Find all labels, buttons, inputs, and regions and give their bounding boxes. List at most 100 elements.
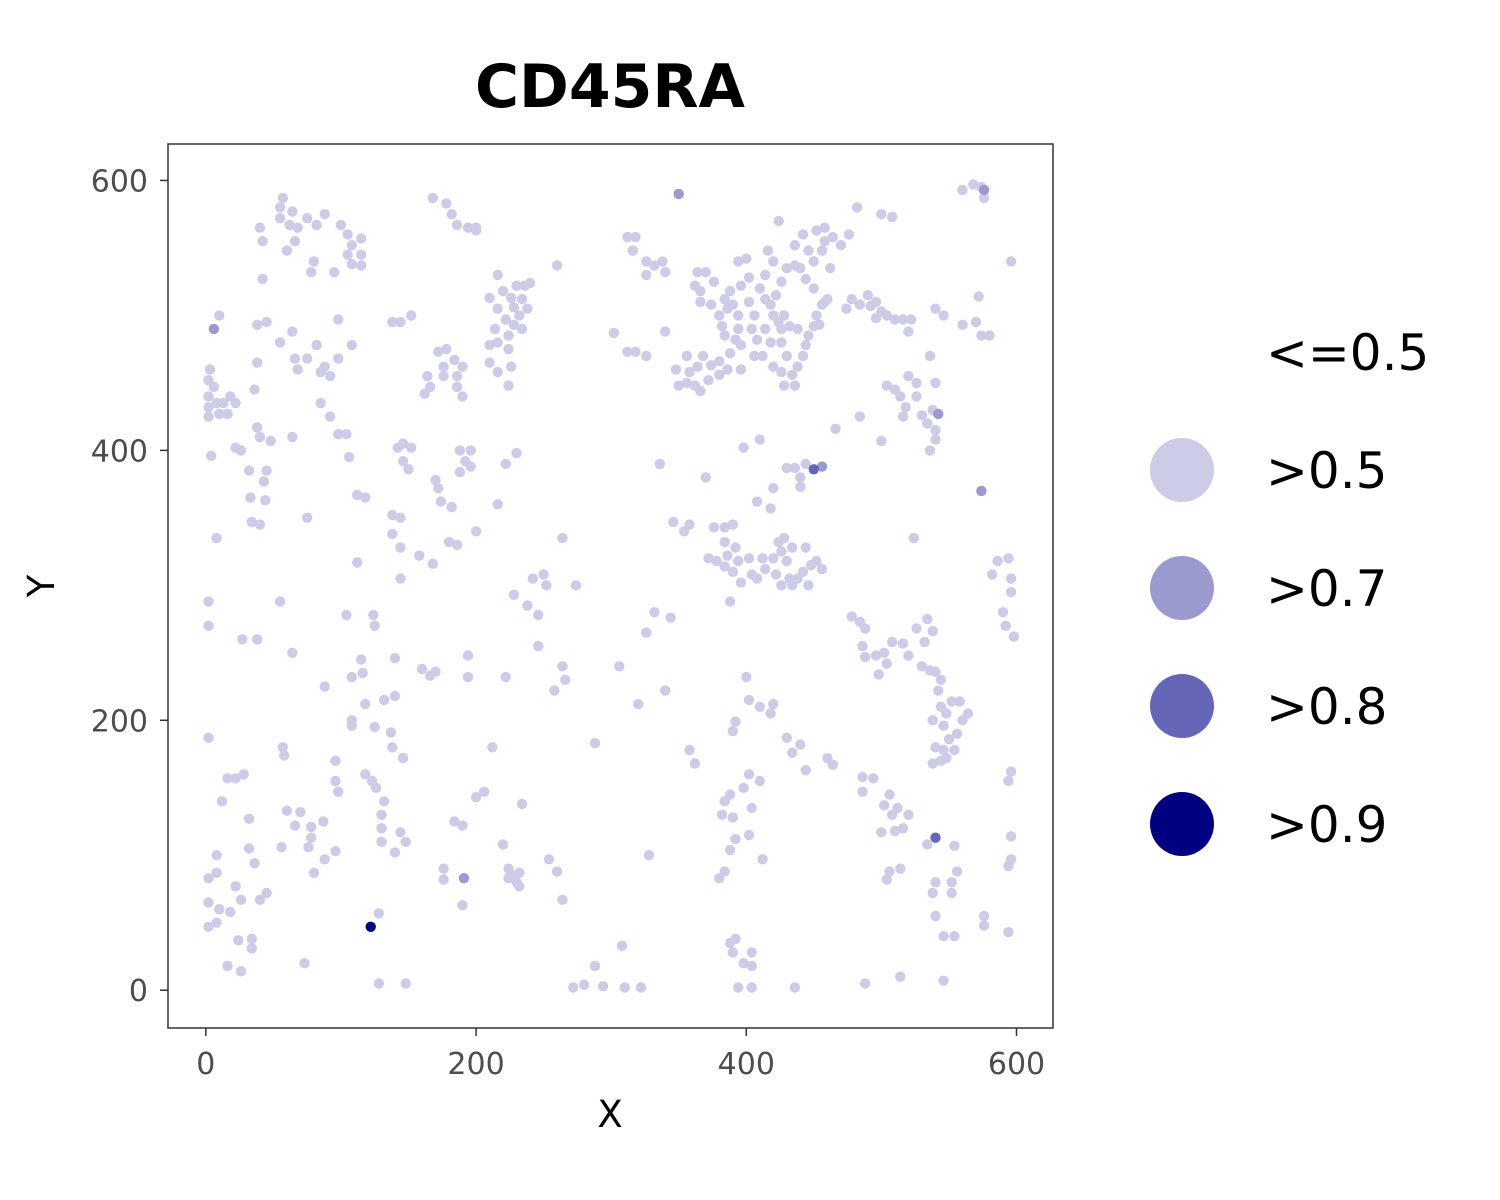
data-point	[887, 636, 898, 648]
data-point	[789, 240, 801, 251]
data-point	[551, 260, 563, 271]
data-point	[570, 580, 582, 591]
data-point	[816, 245, 828, 256]
data-point	[222, 408, 233, 420]
data-point	[608, 327, 620, 339]
data-point	[1008, 631, 1019, 642]
data-point	[233, 935, 244, 946]
data-point	[978, 184, 990, 196]
data-point	[689, 758, 701, 769]
data-point	[216, 796, 228, 807]
data-point	[395, 542, 406, 553]
data-point	[441, 343, 452, 355]
data-point	[369, 620, 380, 631]
y-tick-label: 600	[91, 164, 148, 199]
data-point	[641, 256, 652, 267]
data-point	[819, 222, 830, 233]
data-point	[489, 323, 501, 335]
data-point	[943, 734, 955, 745]
data-point	[204, 364, 216, 375]
data-point	[746, 802, 757, 814]
data-point	[911, 377, 922, 389]
data-point	[406, 310, 417, 321]
data-point	[389, 653, 401, 664]
data-point	[903, 650, 914, 661]
data-point	[324, 411, 336, 422]
data-point	[878, 800, 890, 811]
data-point	[533, 640, 544, 652]
data-point	[360, 698, 371, 710]
legend-label: >0.5	[1266, 442, 1387, 500]
data-point	[681, 350, 692, 362]
data-point	[522, 600, 533, 611]
data-point	[203, 391, 214, 402]
data-point	[211, 867, 222, 878]
data-point	[342, 229, 353, 240]
data-point	[435, 496, 447, 507]
data-point	[514, 867, 525, 878]
data-point	[492, 499, 503, 510]
data-point	[252, 634, 263, 645]
data-point	[946, 887, 957, 899]
data-point	[395, 316, 406, 328]
data-point	[511, 447, 522, 459]
data-point	[299, 958, 310, 969]
data-point	[395, 573, 406, 584]
data-point	[978, 920, 990, 931]
data-point	[681, 377, 692, 389]
data-point	[230, 442, 241, 453]
data-point	[1005, 831, 1017, 842]
data-point	[938, 744, 949, 756]
y-axis: 0 200 400 600	[91, 164, 168, 1009]
data-point	[397, 456, 409, 467]
data-point	[368, 609, 379, 621]
data-point	[427, 192, 438, 204]
data-point	[927, 887, 938, 899]
x-axis: 0 200 400 600	[196, 1028, 1045, 1082]
data-point	[768, 361, 779, 372]
data-point	[946, 877, 957, 888]
data-point	[895, 391, 906, 402]
data-point	[203, 596, 214, 607]
data-point	[649, 607, 660, 618]
data-point	[778, 380, 790, 391]
data-point	[497, 839, 509, 850]
data-point	[311, 219, 322, 231]
data-point	[670, 364, 682, 375]
data-point	[449, 816, 460, 827]
data-point	[597, 981, 609, 992]
data-point	[751, 496, 763, 507]
data-point	[289, 236, 301, 247]
data-point	[352, 489, 363, 501]
data-point	[781, 462, 792, 474]
data-point	[703, 553, 714, 564]
data-point	[784, 321, 795, 332]
data-point	[768, 698, 779, 710]
data-point	[454, 445, 465, 456]
data-point	[451, 219, 463, 231]
data-point	[292, 364, 303, 375]
data-point	[746, 323, 757, 335]
data-point	[724, 844, 736, 856]
data-point	[776, 366, 787, 378]
data-point	[302, 512, 313, 523]
data-point	[749, 310, 760, 321]
data-point	[427, 558, 438, 569]
data-point	[277, 192, 288, 204]
data-point	[951, 728, 963, 739]
data-point	[954, 696, 965, 707]
data-point	[889, 825, 901, 837]
data-point	[743, 272, 755, 283]
data-point	[357, 667, 368, 679]
data-point	[302, 213, 313, 224]
data-point	[738, 442, 749, 453]
data-point	[397, 752, 409, 764]
data-point	[387, 528, 398, 540]
data-point	[760, 563, 771, 575]
data-point	[318, 816, 329, 827]
data-point	[589, 960, 601, 972]
data-point	[776, 323, 787, 335]
data-point	[1005, 766, 1017, 777]
data-point	[330, 775, 341, 787]
data-point	[635, 982, 647, 993]
